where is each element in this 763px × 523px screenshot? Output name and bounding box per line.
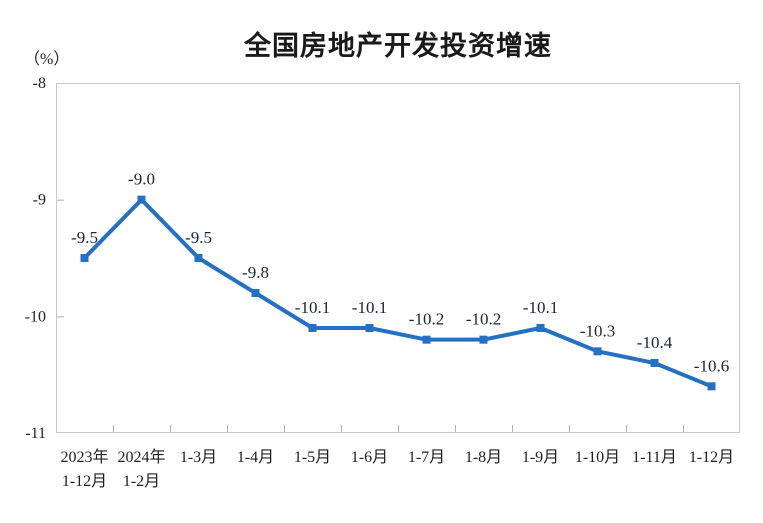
data-point-marker	[479, 335, 488, 344]
data-point-marker	[137, 195, 146, 204]
x-axis-label: 1-5月	[294, 449, 331, 466]
data-point-marker	[251, 289, 260, 297]
trend-line	[83, 196, 713, 389]
data-point-marker	[80, 254, 89, 262]
x-axis-label: 1-2月	[123, 473, 160, 490]
data-label: -10.2	[466, 310, 501, 329]
data-label: -9.5	[71, 228, 98, 247]
x-axis-label: 1-6月	[351, 449, 388, 466]
data-label: -10.3	[580, 321, 615, 340]
data-point-marker	[593, 347, 602, 356]
x-axis-label: 1-10月	[575, 449, 620, 466]
data-label: -10.1	[523, 298, 558, 317]
data-label: -9.5	[185, 228, 212, 247]
data-label: -9.0	[128, 170, 155, 189]
y-tick-label: -10	[25, 308, 46, 325]
y-tick-label: -11	[25, 425, 46, 442]
y-tick-label: -8	[33, 75, 46, 92]
x-axis-label: 1-12月	[62, 473, 107, 490]
data-point-marker	[650, 359, 659, 367]
x-axis-label: 1-7月	[408, 449, 445, 466]
data-label: -10.2	[409, 310, 444, 329]
data-label: -10.1	[352, 298, 387, 317]
data-point-marker	[365, 324, 374, 332]
data-point-marker	[536, 324, 545, 332]
x-axis-label: 1-11月	[632, 449, 677, 466]
data-label: -10.1	[295, 298, 330, 317]
x-axis-label: 2023年	[60, 448, 108, 466]
x-axis-label: 1-3月	[180, 449, 217, 466]
data-point-marker	[707, 382, 716, 391]
x-axis-label: 1-4月	[237, 449, 274, 466]
y-axis-unit-label: （%）	[24, 51, 70, 68]
x-axis-label: 1-12月	[689, 449, 734, 466]
y-tick-label: -9	[33, 192, 46, 209]
data-label: -10.6	[694, 356, 729, 375]
x-axis-label: 1-8月	[465, 449, 502, 466]
chart-title: 全国房地产开发投资增速	[244, 31, 552, 61]
x-axis-label: 2024年	[117, 448, 165, 466]
plot-border	[56, 83, 740, 433]
data-label: -10.4	[637, 333, 673, 352]
x-axis-label: 1-9月	[522, 449, 559, 466]
data-point-marker	[194, 254, 203, 262]
data-label: -9.8	[242, 263, 269, 282]
data-point-marker	[308, 324, 317, 332]
data-point-marker	[422, 335, 431, 344]
